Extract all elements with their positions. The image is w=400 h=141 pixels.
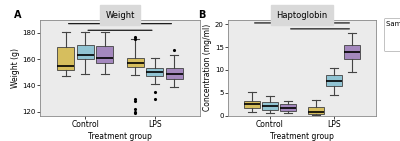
PathPatch shape [77,45,94,59]
Text: A: A [14,10,22,20]
PathPatch shape [262,102,278,110]
Y-axis label: Concentration (mg/ml): Concentration (mg/ml) [203,24,212,111]
PathPatch shape [127,58,144,67]
Text: ***: *** [296,13,308,22]
Legend: 0h, 24h, 48h: 0h, 24h, 48h [384,18,400,51]
PathPatch shape [326,75,342,86]
PathPatch shape [280,104,296,111]
X-axis label: Treatment group: Treatment group [270,132,334,141]
PathPatch shape [344,45,360,59]
PathPatch shape [308,107,324,114]
PathPatch shape [57,47,74,70]
Text: ***: *** [314,19,326,28]
PathPatch shape [244,101,260,108]
Title: Weight: Weight [105,11,135,20]
Text: B: B [198,10,206,20]
Text: ***: *** [114,14,126,23]
Y-axis label: Weight (g): Weight (g) [10,48,20,88]
PathPatch shape [146,68,163,76]
X-axis label: Treatment group: Treatment group [88,132,152,141]
PathPatch shape [166,68,183,79]
Title: Haptoglobin: Haptoglobin [276,11,328,20]
PathPatch shape [96,46,113,63]
Text: *: * [118,20,122,29]
